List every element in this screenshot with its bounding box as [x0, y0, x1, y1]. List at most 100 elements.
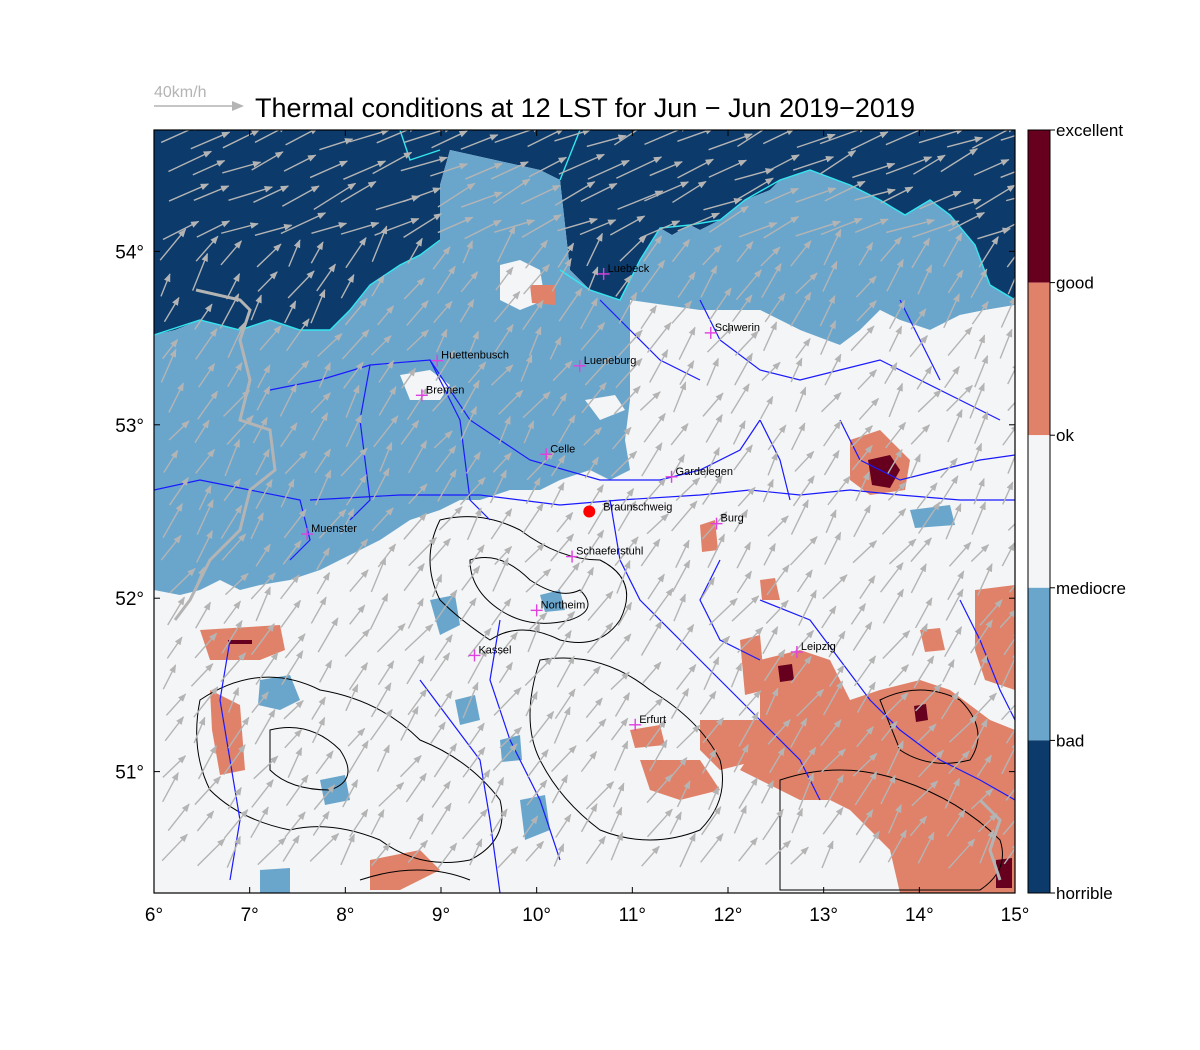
wind-arrow	[794, 450, 815, 472]
wind-arrow	[946, 136, 984, 148]
wind-arrow	[701, 806, 722, 836]
city-kassel: Kassel	[468, 644, 512, 662]
wind-arrow	[1005, 728, 1015, 744]
wind-arrow	[407, 688, 428, 716]
wind-arrow	[227, 716, 250, 749]
wind-arrow	[911, 237, 931, 269]
wind-arrow	[554, 181, 596, 206]
city-label: Bremen	[426, 384, 465, 396]
wind-arrow	[431, 130, 468, 149]
lon-tick-label: 13°	[809, 905, 838, 926]
wind-arrow	[312, 810, 330, 836]
wind-arrow	[1001, 741, 1015, 775]
wind-arrow	[490, 508, 513, 540]
wind-arrow	[227, 362, 243, 387]
wind-arrow	[223, 478, 241, 502]
wind-arrow	[679, 832, 696, 868]
lon-tick-label: 8°	[336, 905, 354, 926]
wind-arrow	[467, 722, 485, 747]
wind-arrow	[552, 360, 573, 382]
wind-arrow	[579, 297, 598, 330]
wind-arrow	[882, 630, 911, 660]
wind-arrow	[909, 453, 921, 478]
wind-arrow	[197, 745, 217, 780]
wind-arrow	[197, 838, 226, 867]
wind-arrow	[942, 658, 955, 683]
wind-arrow	[612, 426, 632, 450]
wind-arrow	[979, 829, 995, 864]
wind-arrow	[437, 216, 474, 234]
wind-arrow	[370, 708, 393, 741]
wind-arrow	[346, 538, 369, 565]
wind-arrow	[610, 671, 630, 690]
wind-arrow	[311, 716, 326, 744]
wind-arrow	[613, 740, 629, 771]
wind-arrow	[851, 444, 873, 471]
wind-arrow	[708, 133, 753, 151]
map-title: Thermal conditions at 12 LST for Jun − J…	[255, 93, 915, 123]
wind-arrow	[734, 352, 753, 386]
wind-arrow	[909, 335, 928, 358]
wind-arrow	[251, 691, 269, 714]
wind-arrow	[498, 631, 518, 656]
wind-arrow	[554, 130, 592, 142]
wind-arrow	[551, 257, 572, 292]
wind-arrow	[226, 415, 254, 445]
wind-arrow	[819, 295, 836, 327]
wind-arrow	[465, 162, 503, 180]
wind-arrow	[340, 447, 368, 477]
wind-arrow	[738, 690, 762, 716]
wind-arrow	[825, 509, 837, 534]
wind-scale-arrow-head	[232, 101, 244, 111]
wind-arrow	[855, 275, 877, 298]
wind-arrow	[280, 212, 327, 235]
wind-arrow	[198, 363, 216, 388]
wind-arrow	[161, 833, 188, 862]
wind-arrow	[730, 662, 743, 688]
wind-arrow	[940, 457, 958, 479]
wind-arrow	[491, 598, 512, 626]
wind-arrow	[369, 593, 389, 630]
wind-arrow	[790, 846, 809, 865]
wind-arrow	[553, 843, 565, 867]
wind-arrow	[850, 325, 875, 352]
wind-arrow	[885, 421, 906, 449]
lon-tick-label: 9°	[432, 905, 450, 926]
wind-arrow	[1000, 171, 1015, 179]
wind-arrow	[735, 177, 774, 202]
wind-arrow	[489, 808, 508, 837]
wind-arrow	[287, 747, 303, 778]
city-burg: Burg	[710, 513, 744, 530]
wind-arrow	[313, 182, 357, 211]
wind-arrow	[974, 411, 989, 444]
wind-arrow	[345, 414, 362, 448]
wind-arrow	[169, 567, 196, 594]
wind-arrow	[969, 442, 983, 471]
home-label: Braunschweig	[603, 502, 672, 514]
wind-arrow	[978, 236, 999, 268]
wind-arrow	[762, 626, 779, 655]
wind-arrow	[524, 657, 553, 686]
wind-arrow	[854, 188, 896, 201]
wind-arrow	[408, 440, 428, 474]
wind-arrow	[165, 693, 187, 716]
wind-arrow	[528, 156, 568, 178]
wind-arrow	[220, 240, 242, 266]
wind-arrow	[190, 663, 214, 687]
wind-arrow	[284, 300, 297, 324]
wind-arrow	[459, 597, 477, 622]
wind-arrow	[1002, 481, 1014, 505]
wind-arrow	[317, 333, 343, 357]
wind-arrow	[371, 507, 394, 532]
wind-arrow	[310, 392, 331, 414]
wind-arrow	[736, 570, 752, 594]
wind-arrow	[764, 840, 792, 866]
wind-arrow	[549, 336, 562, 360]
wind-arrow	[708, 597, 738, 626]
city-bremen: Bremen	[415, 384, 465, 402]
wind-arrow	[790, 499, 809, 535]
wind-arrow	[671, 500, 698, 532]
wind-arrow	[673, 381, 687, 413]
wind-arrow	[168, 183, 210, 202]
wind-arrow	[707, 533, 726, 569]
